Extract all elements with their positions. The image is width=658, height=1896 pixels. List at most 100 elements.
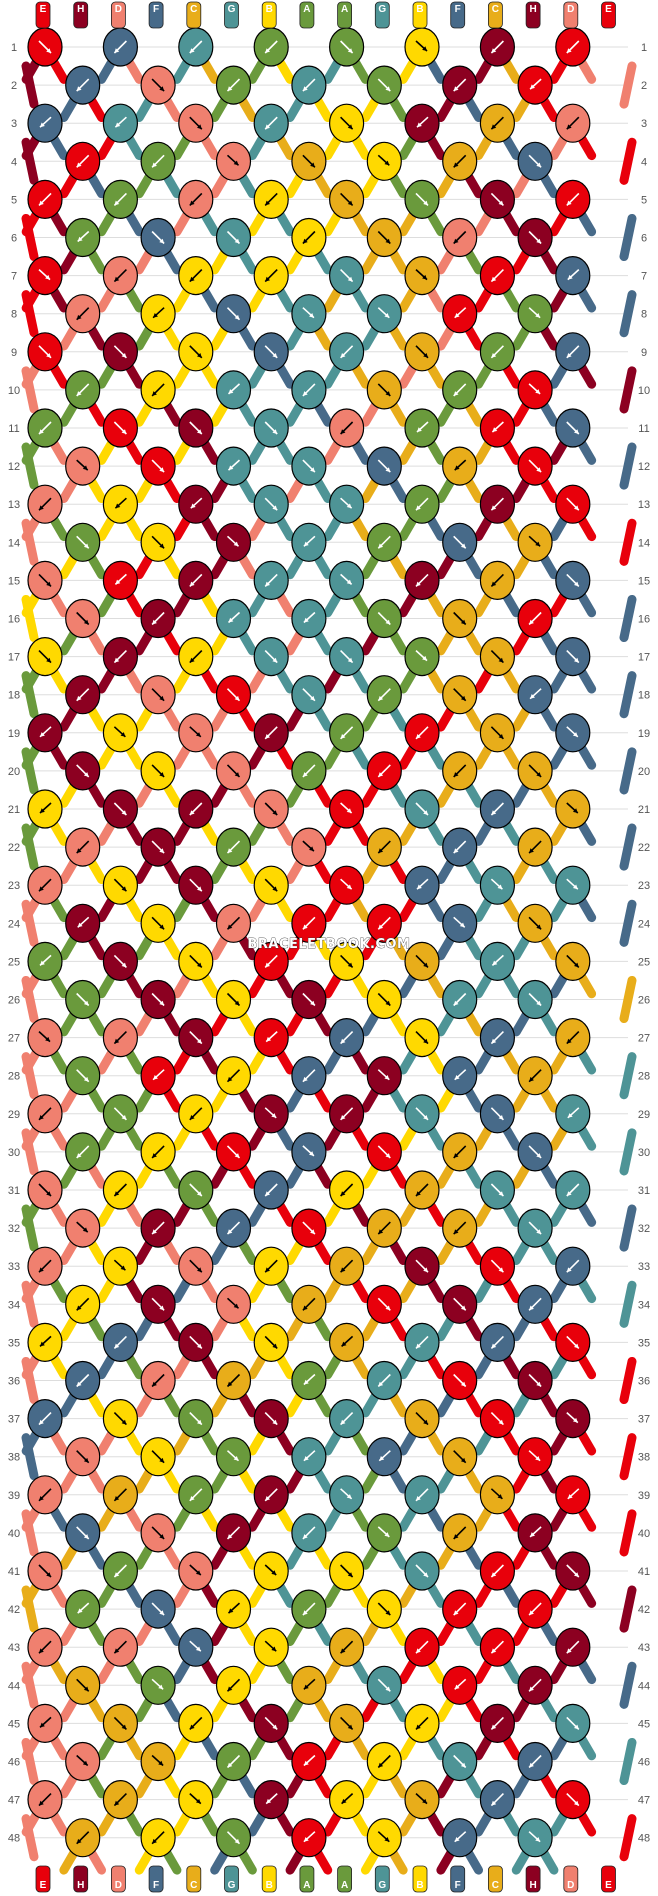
string-letter: G	[378, 4, 386, 15]
arrow-icon	[302, 391, 308, 396]
arrow-icon	[303, 1684, 309, 1690]
arrow-icon	[46, 581, 51, 587]
edge-thread	[21, 1585, 39, 1633]
arrow-icon	[121, 1115, 127, 1120]
arrow-icon	[114, 1648, 120, 1654]
string-end	[337, 1, 353, 29]
arrow-icon	[422, 46, 427, 51]
edge-thread	[21, 1204, 39, 1252]
arrow-icon	[159, 1305, 165, 1311]
arrow-icon	[265, 734, 270, 739]
string-end	[261, 1, 277, 29]
arrow-icon	[340, 1115, 346, 1120]
row-label-left: 30	[8, 1147, 20, 1159]
arrow-icon	[271, 1646, 277, 1652]
arrow-icon	[423, 1419, 428, 1425]
row-label-left: 25	[8, 956, 20, 968]
arrow-icon	[272, 353, 278, 358]
arrow-icon	[121, 886, 127, 892]
edge-thread	[619, 1204, 637, 1252]
arrow-icon	[347, 962, 353, 968]
string-end	[412, 1865, 428, 1893]
string-letter: A	[341, 4, 348, 15]
string-end	[450, 1, 466, 29]
row-label-left: 16	[8, 614, 20, 626]
arrow-icon	[340, 734, 346, 739]
arrow-icon	[340, 1419, 346, 1425]
arrow-icon	[76, 1381, 82, 1387]
arrow-icon	[234, 314, 240, 320]
string-letter: E	[605, 4, 612, 15]
arrow-icon	[385, 1000, 391, 1006]
arrow-icon	[114, 200, 120, 206]
arrow-icon	[566, 1038, 572, 1044]
row-label-right: 23	[638, 880, 650, 892]
arrow-icon	[460, 543, 466, 549]
arrow-icon	[422, 1798, 427, 1804]
arrow-icon	[529, 1076, 534, 1082]
edge-thread	[21, 1356, 39, 1405]
string-end	[374, 1865, 390, 1893]
arrow-icon	[492, 427, 498, 432]
arrow-icon	[491, 1800, 497, 1806]
arrow-icon	[535, 312, 541, 318]
row-label-right: 21	[638, 804, 650, 816]
arrow-icon	[529, 619, 534, 625]
edge-thread	[619, 366, 637, 414]
arrow-icon	[572, 732, 578, 737]
edge-thread	[21, 1128, 39, 1176]
arrow-icon	[39, 1496, 44, 1501]
row-label-right: 6	[641, 233, 647, 245]
arrow-icon	[574, 429, 579, 434]
row-label-right: 13	[638, 499, 650, 511]
string-end	[111, 1865, 126, 1893]
arrow-icon	[529, 1610, 534, 1616]
string-letter: C	[190, 4, 197, 15]
string-end	[525, 1, 541, 29]
arrow-icon	[197, 1191, 202, 1196]
arrow-icon	[491, 353, 497, 358]
row-label-left: 31	[8, 1185, 20, 1197]
edge-thread	[21, 137, 39, 185]
arrow-icon	[40, 1722, 45, 1728]
row-label-left: 10	[8, 385, 20, 397]
edge-thread	[21, 671, 39, 719]
edge-thread	[21, 1814, 39, 1862]
arrow-icon	[385, 238, 391, 244]
string-letter: C	[492, 4, 499, 15]
arrow-icon	[189, 1115, 195, 1120]
row-label-right: 48	[638, 1833, 650, 1845]
string-ends: E H D F C G B A A G B F C H D E E H D F C G B A A G B F C H D E	[35, 1, 616, 1893]
string-letter: B	[416, 4, 423, 15]
arrow-icon	[340, 1648, 346, 1654]
row-label-left: 22	[8, 842, 20, 854]
string-letter: F	[455, 4, 461, 15]
arrow-icon	[566, 1267, 572, 1273]
arrow-icon	[310, 1000, 315, 1006]
arrow-icon	[423, 1267, 428, 1273]
arrow-icon	[378, 772, 384, 777]
arrow-icon	[197, 1343, 202, 1349]
arrow-icon	[227, 924, 233, 930]
row-label-right: 40	[638, 1528, 650, 1540]
arrow-icon	[491, 1343, 497, 1349]
arrow-icon	[454, 1074, 460, 1080]
string-letter: B	[266, 4, 273, 15]
row-label-left: 17	[8, 652, 20, 664]
arrow-icon	[189, 276, 195, 282]
row-label-right: 29	[638, 1109, 650, 1121]
arrow-icon	[530, 693, 535, 699]
arrow-icon	[265, 200, 270, 206]
arrow-icon	[346, 1494, 352, 1499]
arrow-icon	[385, 467, 391, 473]
string-letter: G	[228, 1880, 236, 1891]
string-end	[186, 1865, 202, 1893]
arrow-icon	[536, 1153, 542, 1158]
string-letter: G	[378, 1880, 386, 1891]
arrow-icon	[40, 732, 45, 737]
arrow-icon	[453, 162, 459, 168]
arrow-icon	[453, 391, 459, 396]
arrow-icon	[197, 1038, 202, 1044]
string-end	[224, 1865, 239, 1893]
